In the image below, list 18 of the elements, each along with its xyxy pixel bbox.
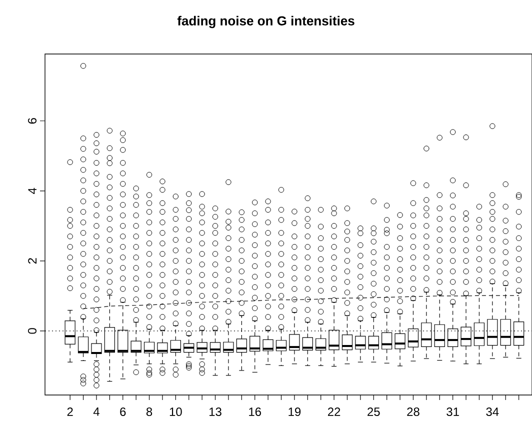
x-tick-label: 25: [368, 408, 380, 416]
y-tick-label: 6: [28, 118, 36, 124]
x-tick-label: 4: [93, 408, 100, 416]
y-tick-label: 0: [28, 328, 36, 334]
x-tick-label: 31: [446, 408, 459, 416]
x-tick-label: 2: [67, 408, 73, 416]
y-tick-label: 2: [28, 258, 36, 264]
x-tick-label: 8: [146, 408, 152, 416]
x-tick-label: 13: [210, 408, 222, 416]
chart-title: fading noise on G intensities: [177, 16, 354, 28]
x-tick-label: 28: [407, 408, 420, 416]
y-tick-label: 4: [28, 188, 36, 194]
x-tick-label: 19: [288, 408, 301, 416]
x-tick-label: 6: [120, 408, 126, 416]
x-tick-label: 22: [328, 408, 340, 416]
x-tick-label: 10: [170, 408, 182, 416]
x-tick-label: 34: [486, 408, 499, 416]
x-tick-label: 16: [249, 408, 261, 416]
